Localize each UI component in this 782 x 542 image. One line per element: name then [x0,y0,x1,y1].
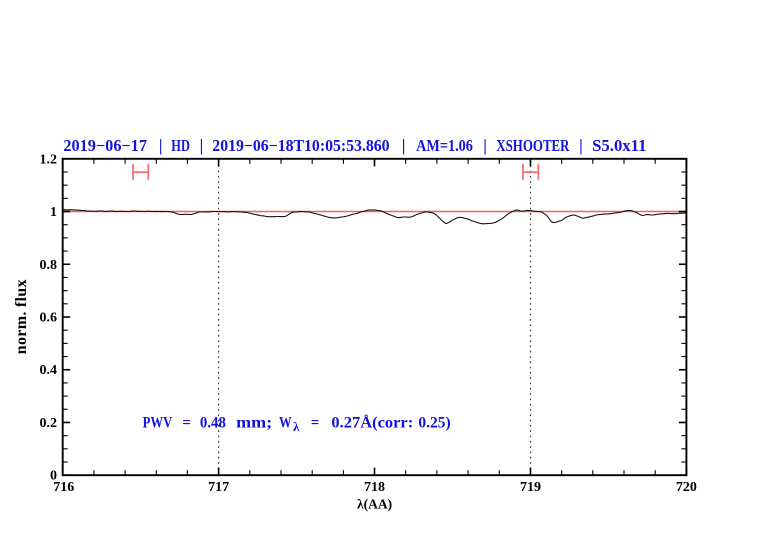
svg-text:2019−06−17 | HD | 2019−06−18T1: 2019−06−17 | HD | 2019−06−18T10:05:53.86… [63,136,646,155]
svg-text:718: 718 [364,480,385,495]
svg-text:0: 0 [50,469,57,484]
svg-text:norm. flux: norm. flux [13,279,30,354]
svg-text:0.8: 0.8 [40,258,58,273]
svg-text:717: 717 [208,480,229,495]
svg-text:720: 720 [676,480,697,495]
svg-text:716: 716 [53,480,74,495]
svg-text:1: 1 [50,205,57,220]
svg-text:0.2: 0.2 [40,416,58,431]
svg-text:0.4: 0.4 [40,363,58,378]
svg-text:PWV = 0.48 mm; Wλ = 0.27Å(corr: PWV = 0.48 mm; Wλ = 0.27Å(corr: 0.25) [143,414,451,435]
svg-text:0.6: 0.6 [40,311,58,326]
svg-text:719: 719 [520,480,541,495]
svg-text:λ(AA): λ(AA) [357,497,392,512]
svg-text:1.2: 1.2 [40,152,58,167]
